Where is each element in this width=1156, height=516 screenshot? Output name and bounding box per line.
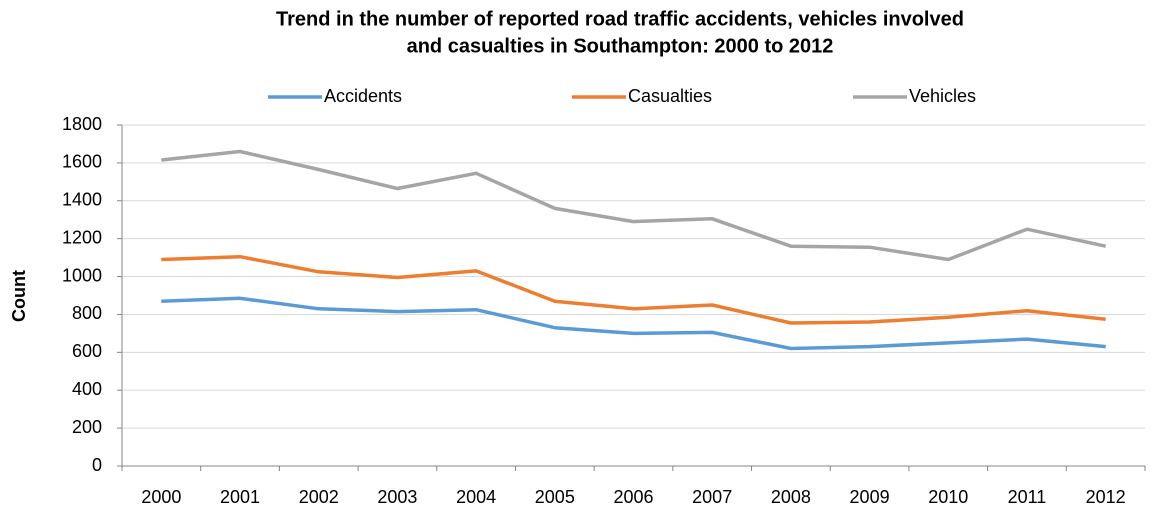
y-tick-label: 1800 [62, 114, 102, 134]
x-tick-label: 2008 [771, 487, 811, 507]
x-tick-label: 2003 [377, 487, 417, 507]
y-tick-label: 1200 [62, 227, 102, 247]
x-tick-label: 2012 [1086, 487, 1126, 507]
y-tick-label: 800 [72, 303, 102, 323]
x-tick-label: 2006 [613, 487, 653, 507]
x-tick-label: 2000 [141, 487, 181, 507]
chart-title: and casualties in Southampton: 2000 to 2… [407, 35, 834, 57]
y-tick-label: 400 [72, 379, 102, 399]
y-tick-label: 1400 [62, 190, 102, 210]
x-tick-label: 2011 [1008, 487, 1047, 507]
y-tick-label: 0 [92, 455, 102, 475]
line-series [161, 149, 1107, 262]
y-axis-label: Count [9, 270, 29, 322]
legend-label: Accidents [324, 86, 402, 106]
x-tick-label: 2005 [535, 487, 575, 507]
line-series [161, 254, 1106, 325]
y-tick-label: 200 [72, 417, 102, 437]
y-tick-label: 1600 [62, 152, 102, 172]
x-tick-label: 2004 [456, 487, 496, 507]
legend-label: Casualties [628, 86, 712, 106]
legend-label: Vehicles [909, 86, 976, 106]
x-tick-label: 2007 [692, 487, 732, 507]
x-tick-label: 2010 [928, 487, 968, 507]
line-series [161, 296, 1106, 351]
y-tick-label: 600 [72, 341, 102, 361]
y-tick-label: 1000 [62, 265, 102, 285]
chart-title: Trend in the number of reported road tra… [276, 8, 964, 30]
x-tick-label: 2009 [850, 487, 890, 507]
x-tick-label: 2001 [220, 487, 260, 507]
x-tick-label: 2002 [299, 487, 339, 507]
